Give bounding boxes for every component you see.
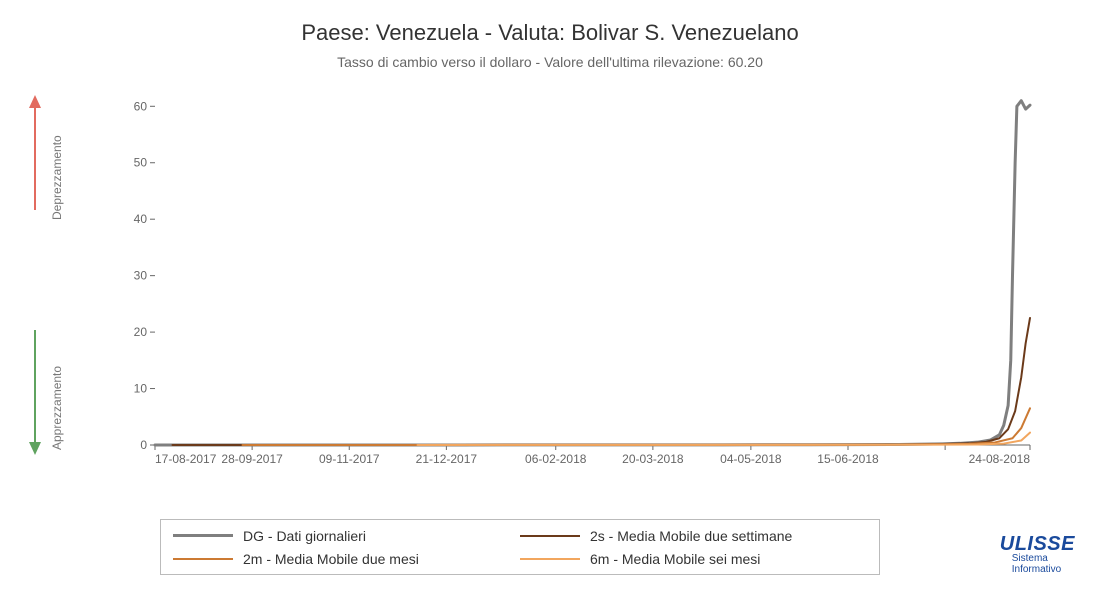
svg-text:24-08-2018: 24-08-2018 — [969, 452, 1031, 466]
ulisse-logo: ULISSE Sistema Informativo — [1000, 535, 1075, 575]
chart-title: Paese: Venezuela - Valuta: Bolivar S. Ve… — [0, 0, 1100, 46]
svg-text:20: 20 — [134, 325, 148, 339]
legend-label: 2m - Media Mobile due mesi — [243, 551, 419, 567]
svg-text:04-05-2018: 04-05-2018 — [720, 452, 782, 466]
legend-item: 2m - Media Mobile due mesi — [173, 547, 520, 570]
legend-label: 6m - Media Mobile sei mesi — [590, 551, 760, 567]
svg-text:17-08-2017: 17-08-2017 — [155, 452, 217, 466]
legend: DG - Dati giornalieri 2s - Media Mobile d… — [160, 519, 880, 575]
series-DG — [155, 101, 1030, 445]
svg-text:09-11-2017: 09-11-2017 — [319, 452, 380, 466]
svg-text:28-09-2017: 28-09-2017 — [221, 452, 283, 466]
y-axis-value-arrows: Deprezzamento Apprezzamento — [20, 90, 50, 470]
svg-text:30: 30 — [134, 269, 148, 283]
chart-svg: 0 10 20 30 40 50 60 17-08-2017 28-09-2017 09-11-2… — [120, 90, 1040, 470]
legend-label: 2s - Media Mobile due settimane — [590, 528, 792, 544]
svg-text:21-12-2017: 21-12-2017 — [416, 452, 478, 466]
deprezzamento-arrow — [29, 95, 41, 210]
svg-text:15-06-2018: 15-06-2018 — [817, 452, 879, 466]
svg-text:0: 0 — [140, 438, 147, 452]
legend-swatch — [520, 558, 580, 560]
series-2s — [173, 318, 1031, 445]
legend-swatch — [173, 558, 233, 560]
legend-item: DG - Dati giornalieri — [173, 524, 520, 547]
svg-text:10: 10 — [134, 382, 148, 396]
legend-swatch — [173, 534, 233, 537]
svg-text:40: 40 — [134, 212, 148, 226]
apprezzamento-arrow — [29, 330, 41, 455]
logo-text-main: ULISSE — [1000, 535, 1075, 553]
logo-text-sub2: Informativo — [1000, 564, 1075, 575]
legend-item: 6m - Media Mobile sei mesi — [520, 547, 867, 570]
svg-text:60: 60 — [134, 99, 148, 113]
apprezzamento-label: Apprezzamento — [50, 340, 64, 450]
legend-swatch — [520, 535, 580, 537]
svg-text:20-03-2018: 20-03-2018 — [622, 452, 684, 466]
svg-text:06-02-2018: 06-02-2018 — [525, 452, 587, 466]
deprezzamento-label: Deprezzamento — [50, 110, 64, 220]
chart-subtitle: Tasso di cambio verso il dollaro - Valor… — [0, 46, 1100, 70]
legend-label: DG - Dati giornalieri — [243, 528, 366, 544]
svg-text:50: 50 — [134, 156, 148, 170]
legend-item: 2s - Media Mobile due settimane — [520, 524, 867, 547]
series-2m — [243, 408, 1031, 445]
exchange-rate-line-chart: 0 10 20 30 40 50 60 17-08-2017 28-09-2017 09-11-2… — [120, 90, 1040, 470]
